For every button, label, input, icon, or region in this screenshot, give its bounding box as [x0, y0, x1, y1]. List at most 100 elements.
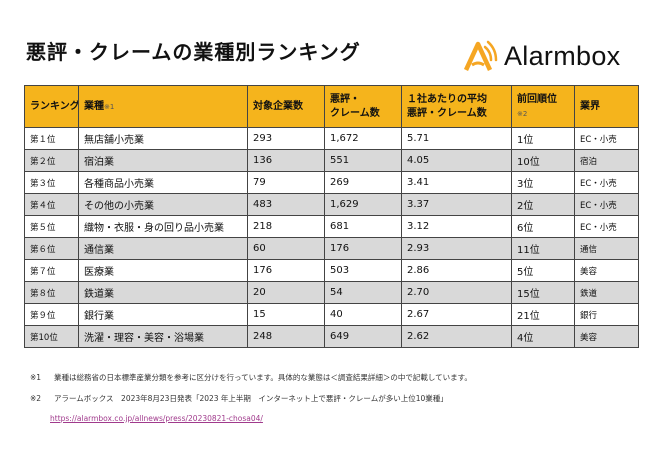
header-companies: 対象企業数 [247, 85, 325, 128]
cell-rank: 第７位 [24, 259, 79, 282]
cell-rank: 第５位 [24, 215, 79, 238]
cell-previous-rank: 3位 [511, 171, 575, 194]
cell-sector: EC・小売 [574, 193, 639, 216]
table-row: 第８位 鉄道業 20 54 2.70 15位 鉄道 [24, 281, 639, 304]
header-average-line2: 悪評・クレーム数 [407, 107, 487, 119]
cell-industry: 銀行業 [78, 303, 248, 326]
cell-sector: EC・小売 [574, 127, 639, 150]
cell-industry: 宿泊業 [78, 149, 248, 172]
table-row: 第４位 その他の小売業 483 1,629 3.37 2位 EC・小売 [24, 193, 639, 216]
footnote-1-text: 業種は総務省の日本標準産業分類を参考に区分けを行っています。具体的な業態は＜調査… [54, 373, 472, 382]
cell-previous-rank: 2位 [511, 193, 575, 216]
cell-companies: 293 [247, 127, 325, 150]
cell-companies: 136 [247, 149, 325, 172]
cell-rank: 第４位 [24, 193, 79, 216]
cell-industry: 鉄道業 [78, 281, 248, 304]
footnote-2-text: アラームボックス 2023年8月23日発表「2023 年上半期 インターネット上… [54, 394, 448, 403]
header-previous-rank: 前回順位 ※2 [511, 85, 575, 128]
header-rank-label: ランキング [30, 100, 79, 112]
cell-companies: 248 [247, 325, 325, 348]
cell-previous-rank: 6位 [511, 215, 575, 238]
cell-complaints: 40 [324, 303, 402, 326]
header-previous-note: ※2 [517, 109, 528, 118]
footnote-1-mark: ※1 [30, 373, 42, 382]
cell-complaints: 1,629 [324, 193, 402, 216]
page-title: 悪評・クレームの業種別ランキング [26, 40, 361, 64]
table-row: 第２位 宿泊業 136 551 4.05 10位 宿泊 [24, 149, 639, 172]
cell-companies: 15 [247, 303, 325, 326]
cell-rank: 第10位 [24, 325, 79, 348]
cell-average: 2.67 [401, 303, 512, 326]
cell-previous-rank: 5位 [511, 259, 575, 282]
cell-companies: 218 [247, 215, 325, 238]
cell-previous-rank: 10位 [511, 149, 575, 172]
cell-companies: 176 [247, 259, 325, 282]
cell-industry: 無店舗小売業 [78, 127, 248, 150]
header-industry-label: 業種 [84, 100, 104, 112]
cell-industry: 通信業 [78, 237, 248, 260]
cell-rank: 第２位 [24, 149, 79, 172]
header-industry-note: ※1 [104, 102, 115, 111]
cell-average: 2.86 [401, 259, 512, 282]
alarmbox-logo-icon [463, 40, 498, 71]
cell-previous-rank: 15位 [511, 281, 575, 304]
cell-sector: 美容 [574, 259, 639, 282]
cell-industry: 各種商品小売業 [78, 171, 248, 194]
cell-previous-rank: 21位 [511, 303, 575, 326]
header-complaints: 悪評・ クレーム数 [324, 85, 402, 128]
cell-average: 2.93 [401, 237, 512, 260]
table-row: 第１位 無店舗小売業 293 1,672 5.71 1位 EC・小売 [24, 127, 639, 150]
table-row: 第５位 織物・衣服・身の回り品小売業 218 681 3.12 6位 EC・小売 [24, 215, 639, 238]
logo-text: Alarmbox [504, 40, 621, 71]
header-complaints-line1: 悪評・ [330, 93, 360, 105]
table-row: 第10位 洗濯・理容・美容・浴場業 248 649 2.62 4位 美容 [24, 325, 639, 348]
source-link[interactable]: https://alarmbox.co.jp/allnews/press/202… [50, 414, 263, 423]
cell-complaints: 176 [324, 237, 402, 260]
cell-sector: 美容 [574, 325, 639, 348]
cell-industry: 医療業 [78, 259, 248, 282]
header-previous-line1: 前回順位 [517, 93, 557, 105]
cell-sector: 銀行 [574, 303, 639, 326]
table-row: 第９位 銀行業 15 40 2.67 21位 銀行 [24, 303, 639, 326]
cell-rank: 第６位 [24, 237, 79, 260]
cell-previous-rank: 4位 [511, 325, 575, 348]
cell-sector: 通信 [574, 237, 639, 260]
cell-complaints: 54 [324, 281, 402, 304]
table-row: 第７位 医療業 176 503 2.86 5位 美容 [24, 259, 639, 282]
cell-previous-rank: 11位 [511, 237, 575, 260]
cell-industry: 織物・衣服・身の回り品小売業 [78, 215, 248, 238]
cell-complaints: 649 [324, 325, 402, 348]
cell-rank: 第９位 [24, 303, 79, 326]
cell-companies: 79 [247, 171, 325, 194]
cell-complaints: 1,672 [324, 127, 402, 150]
cell-industry: 洗濯・理容・美容・浴場業 [78, 325, 248, 348]
table-header-row: ランキング 業種※1 対象企業数 悪評・ クレーム数 １社あたりの平均 悪評・クレー… [24, 85, 639, 128]
header-average: １社あたりの平均 悪評・クレーム数 [401, 85, 512, 128]
header-rank: ランキング [24, 85, 79, 128]
cell-average: 2.70 [401, 281, 512, 304]
cell-companies: 20 [247, 281, 325, 304]
cell-rank: 第８位 [24, 281, 79, 304]
cell-previous-rank: 1位 [511, 127, 575, 150]
footnote-2-mark: ※2 [30, 394, 42, 403]
cell-rank: 第１位 [24, 127, 79, 150]
header-sector: 業界 [574, 85, 639, 128]
cell-complaints: 681 [324, 215, 402, 238]
footnote-2: ※2 アラームボックス 2023年8月23日発表「2023 年上半期 インターネッ… [30, 393, 448, 404]
cell-sector: 宿泊 [574, 149, 639, 172]
cell-average: 3.12 [401, 215, 512, 238]
alarmbox-logo: Alarmbox [458, 36, 620, 76]
cell-companies: 60 [247, 237, 325, 260]
cell-average: 2.62 [401, 325, 512, 348]
cell-average: 3.41 [401, 171, 512, 194]
header-companies-label: 対象企業数 [253, 100, 303, 112]
cell-complaints: 269 [324, 171, 402, 194]
cell-average: 5.71 [401, 127, 512, 150]
header-average-line1: １社あたりの平均 [407, 93, 487, 105]
footnote-1: ※1 業種は総務省の日本標準産業分類を参考に区分けを行っています。具体的な業態は＜… [30, 372, 472, 383]
ranking-table: ランキング 業種※1 対象企業数 悪評・ クレーム数 １社あたりの平均 悪評・クレー… [24, 85, 639, 348]
cell-sector: EC・小売 [574, 215, 639, 238]
header-sector-label: 業界 [580, 100, 600, 112]
cell-sector: 鉄道 [574, 281, 639, 304]
table-row: 第６位 通信業 60 176 2.93 11位 通信 [24, 237, 639, 260]
